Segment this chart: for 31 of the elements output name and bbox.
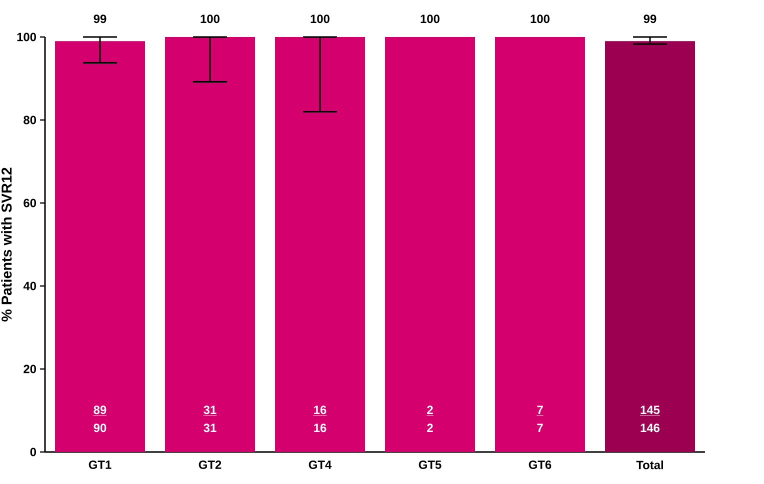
data-label: 100	[200, 14, 220, 24]
annotation: 90	[94, 424, 106, 432]
y-tick-label: 80	[24, 116, 36, 124]
data-label: 100	[530, 14, 550, 24]
annotation: 7	[537, 424, 543, 432]
data-label: 99	[644, 14, 656, 24]
y-tick-label: 100	[17, 32, 36, 42]
y-tick-label: 40	[23, 282, 36, 290]
y-tick-label: 20	[24, 364, 36, 374]
annotation: 2	[427, 406, 433, 414]
data-label: 100	[420, 14, 440, 24]
annotation: 89	[94, 406, 106, 414]
x-tick-label: GT1	[88, 460, 112, 469]
x-tick-label: GT5	[418, 460, 442, 469]
x-tick-label: GT2	[198, 460, 222, 469]
y-tick-label: 60	[24, 198, 36, 208]
annotation: 2	[427, 424, 433, 432]
annotation: 145	[640, 406, 660, 414]
data-label: 99	[94, 14, 106, 24]
x-tick-label: GT4	[308, 460, 332, 469]
annotation: 16	[314, 424, 326, 432]
y-axis-title: % Patients with SVR12	[1, 168, 12, 322]
annotation: 31	[204, 424, 216, 432]
annotation: 7	[537, 406, 543, 414]
x-tick-label: GT6	[528, 460, 552, 469]
annotation: 146	[640, 424, 660, 432]
data-label: 100	[310, 14, 330, 24]
annotation: 31	[204, 406, 216, 414]
y-tick-label: 0	[30, 448, 36, 456]
x-tick-label: Total	[636, 460, 663, 470]
annotation: 16	[314, 406, 326, 414]
